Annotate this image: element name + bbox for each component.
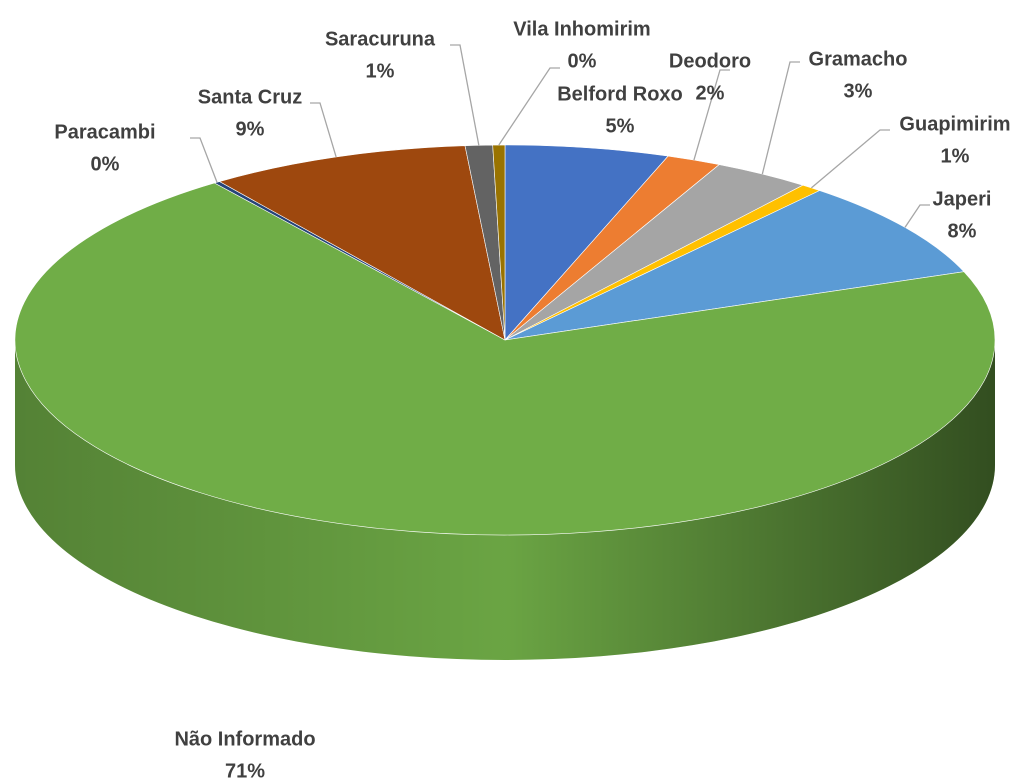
leader-line	[190, 137, 218, 183]
data-label-value: 0%	[91, 153, 120, 175]
data-label-name: Vila Inhomirim	[513, 18, 650, 40]
data-label-name: Japeri	[933, 188, 992, 210]
data-label-name: Belford Roxo	[557, 83, 683, 105]
data-label-name: Gramacho	[809, 48, 908, 70]
data-label-value: 1%	[941, 145, 970, 167]
leader-line	[810, 129, 890, 189]
leader-line	[761, 61, 800, 175]
slice	[492, 144, 506, 341]
data-label-name: Não Informado	[174, 728, 315, 750]
data-label-name: Saracuruna	[325, 28, 436, 50]
leader-line	[498, 67, 560, 146]
slice	[504, 144, 669, 341]
leader-line	[693, 69, 730, 161]
leader-line	[310, 102, 337, 158]
data-label-value: 0%	[568, 50, 597, 72]
data-label-value: 9%	[236, 118, 265, 140]
leader-line	[904, 204, 930, 228]
slice	[14, 182, 996, 536]
data-label-value: 71%	[225, 760, 265, 780]
leader-line	[450, 44, 480, 146]
slice	[218, 145, 506, 341]
slice-side-shade	[15, 340, 995, 660]
slice	[504, 190, 965, 341]
data-label-name: Guapimirim	[899, 113, 1010, 135]
data-label-value: 8%	[948, 220, 977, 242]
data-label-name: Deodoro	[669, 50, 751, 72]
data-label-name: Paracambi	[54, 121, 155, 143]
data-label-value: 5%	[606, 115, 635, 137]
data-label-value: 1%	[366, 60, 395, 82]
data-label-value: 3%	[844, 80, 873, 102]
data-label-value: 2%	[696, 82, 725, 104]
data-label-name: Santa Cruz	[198, 86, 302, 108]
